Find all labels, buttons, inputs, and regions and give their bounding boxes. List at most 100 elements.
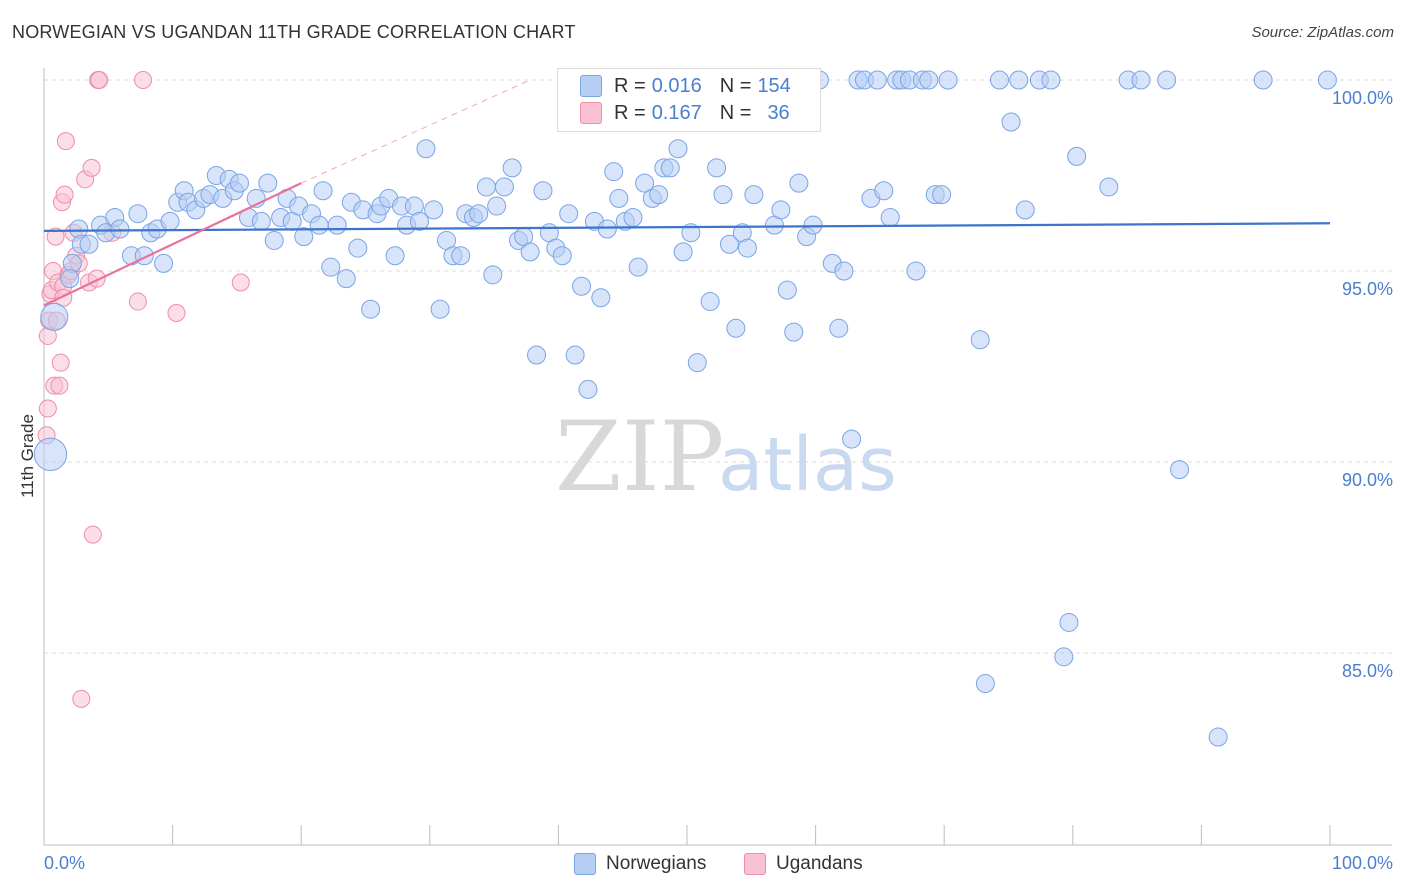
norwegians-point: [502, 158, 522, 178]
norwegians-point: [874, 181, 894, 201]
norwegians-point: [784, 322, 804, 342]
legend-item-norwegians: Norwegians: [574, 852, 706, 876]
norwegians-point: [410, 211, 430, 231]
ugandans-point: [46, 227, 65, 246]
legend-swatch-blue: [580, 75, 602, 97]
norwegians-point: [1009, 70, 1029, 90]
norwegians-point: [737, 238, 757, 258]
ugandans-point: [55, 185, 74, 204]
norwegians-point: [1099, 177, 1119, 197]
norwegians-point: [40, 302, 69, 331]
norwegians-point: [60, 269, 80, 289]
norwegians-point: [1001, 112, 1021, 132]
norwegians-point: [834, 261, 854, 281]
norwegians-point: [578, 379, 598, 399]
legend-r-label: R =: [614, 101, 646, 124]
norwegians-point: [975, 674, 995, 694]
norwegians-point: [970, 330, 990, 350]
norwegians-point: [552, 246, 572, 266]
legend-r-value: 0.167: [651, 101, 702, 124]
legend-row-ugandans: R = 0.167 N = 36: [580, 101, 790, 125]
norwegians-point: [713, 185, 733, 205]
norwegians-point: [719, 234, 739, 254]
legend-label-ugandans: Ugandans: [776, 853, 863, 874]
ugandans-point: [83, 525, 102, 544]
norwegians-point: [660, 158, 680, 178]
norwegians-point: [938, 70, 958, 90]
legend-n-label: N =: [719, 101, 752, 124]
norwegians-point: [321, 257, 341, 277]
norwegians-point: [591, 288, 611, 308]
norwegians-point: [668, 139, 688, 159]
y-tick-label: 100.0%: [1332, 88, 1393, 108]
y-tick-label: 95.0%: [1342, 279, 1393, 299]
norwegians-point: [313, 181, 333, 201]
norwegians-point: [565, 345, 585, 365]
legend-item-ugandans: Ugandans: [744, 852, 863, 876]
legend-row-norwegians: R = 0.016 N = 154: [580, 74, 791, 98]
norwegians-point: [385, 246, 405, 266]
norwegians-point: [777, 280, 797, 300]
norwegians-point: [1131, 70, 1151, 90]
norwegians-point: [430, 299, 450, 319]
ugandans-trend-line: [43, 182, 302, 307]
norwegians-point: [1067, 146, 1087, 166]
ugandans-point: [134, 71, 153, 89]
norwegians-point: [628, 257, 648, 277]
norwegians-point: [842, 429, 862, 449]
norwegians-point: [494, 177, 514, 197]
norwegians-point: [1208, 727, 1228, 747]
norwegians-point: [154, 253, 174, 273]
norwegians-point: [673, 242, 693, 262]
norwegians-point: [1253, 70, 1273, 90]
norwegians-point: [597, 219, 617, 239]
norwegians-point: [623, 208, 643, 228]
x-tick-label: 0.0%: [44, 853, 85, 873]
legend-n-value: 154: [757, 74, 791, 97]
legend-n-value: 36: [767, 101, 790, 124]
norwegians-point: [687, 353, 707, 373]
legend-n-label: N =: [719, 74, 752, 97]
norwegians-point: [416, 139, 436, 159]
norwegians-point: [681, 223, 701, 243]
norwegians-point: [707, 158, 727, 178]
legend-swatch-pink: [580, 102, 602, 124]
legend-swatch-pink: [744, 853, 766, 875]
norwegians-point: [251, 211, 271, 231]
norwegians-point: [309, 215, 329, 235]
norwegians-point: [160, 211, 180, 231]
norwegians-point: [424, 200, 444, 220]
ugandans-point: [82, 158, 101, 177]
norwegians-point: [361, 299, 381, 319]
ugandans-point: [51, 353, 70, 372]
norwegians-point: [527, 345, 547, 365]
norwegians-point: [483, 265, 503, 285]
norwegians-point: [1054, 647, 1074, 667]
norwegians-point: [229, 173, 249, 193]
norwegians-point: [989, 70, 1009, 90]
legend-label-norwegians: Norwegians: [606, 853, 707, 874]
trend-lines: [43, 79, 1331, 307]
norwegians-point: [1041, 70, 1061, 90]
ugandans-point: [231, 273, 250, 292]
norwegians-point: [919, 70, 939, 90]
y-tick-label: 85.0%: [1342, 661, 1393, 681]
ugandans-point: [72, 689, 91, 708]
chart-title: NORWEGIAN VS UGANDAN 11TH GRADE CORRELAT…: [12, 22, 576, 42]
norwegians-point: [604, 162, 624, 182]
watermark-zip: ZIP: [555, 401, 724, 513]
norwegians-point: [744, 185, 764, 205]
norwegians-point: [1015, 200, 1035, 220]
norwegians-point: [867, 70, 887, 90]
norwegians-point: [451, 246, 471, 266]
axis-labels: 100.0% 95.0% 90.0% 85.0% 0.0% 100.0% 11th Grad…: [18, 88, 1393, 873]
norwegians-point: [1170, 460, 1190, 480]
norwegians-point: [469, 204, 489, 224]
norwegians-point: [1317, 70, 1337, 90]
legend-r-value: 0.016: [651, 74, 702, 97]
norwegians-point: [906, 261, 926, 281]
legend-swatch-blue: [574, 853, 596, 875]
watermark: ZIP atlas: [555, 401, 897, 513]
norwegians-point: [258, 173, 278, 193]
